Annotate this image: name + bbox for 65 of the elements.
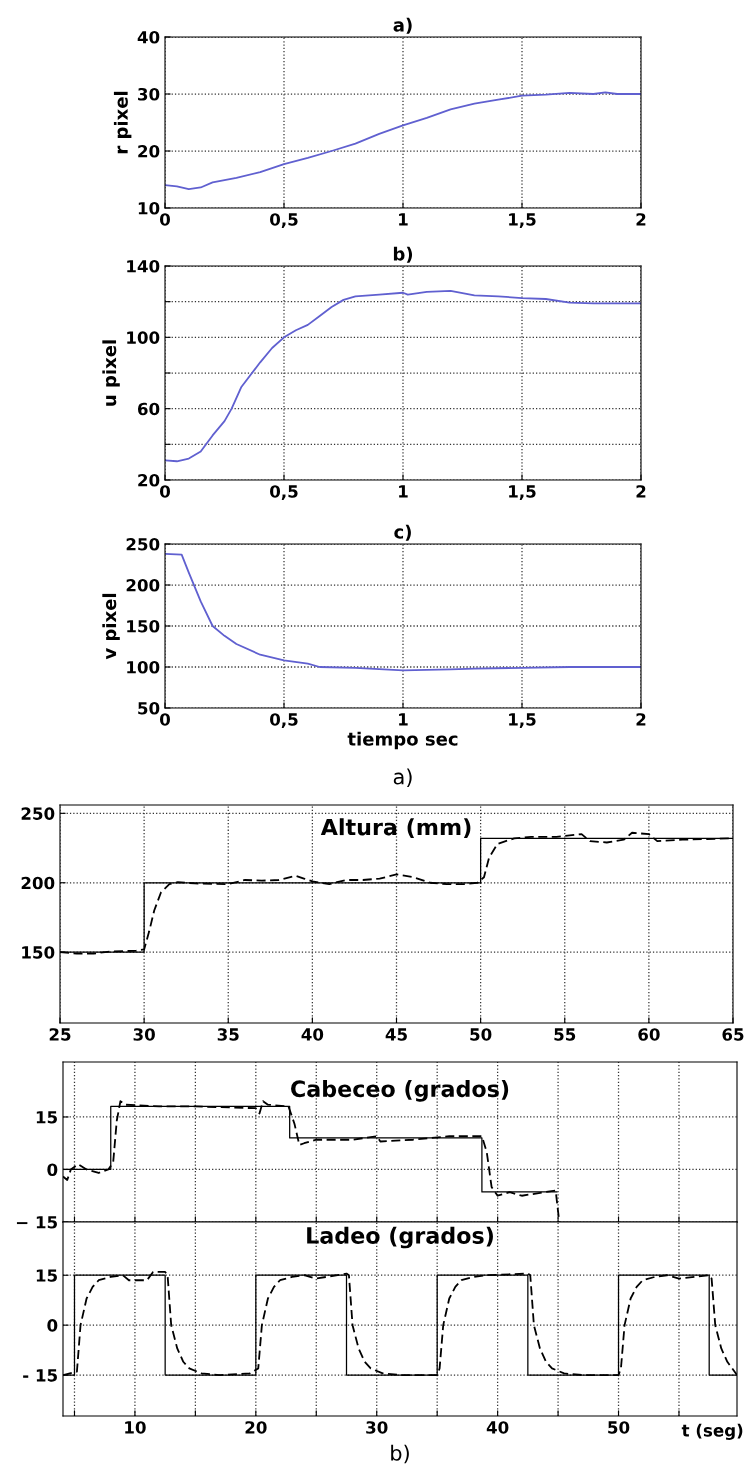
y-tick-label: 150 [22, 946, 55, 959]
x-tick-label: 65 [722, 1028, 744, 1041]
y-axis-title: r pixel [113, 91, 132, 154]
x-tick-label: 60 [638, 1028, 660, 1041]
y-tick-label: 10 [138, 201, 160, 215]
y-tick-label: 60 [137, 402, 160, 416]
y-tick-label: 100 [127, 660, 160, 674]
y-tick-label: 20 [138, 473, 160, 487]
x-tick-label: 45 [385, 1028, 407, 1041]
x-tick-label: 25 [49, 1028, 71, 1041]
y-tick-label: 200 [21, 876, 55, 890]
y-tick-label: 0 [47, 1319, 58, 1332]
chart-title: a) [393, 17, 412, 34]
x-tick-label: 2 [636, 485, 646, 498]
y-tick-label: 0 [47, 1163, 58, 1177]
x-tick-label: 0 [160, 213, 170, 226]
x-tick-label: 0,5 [270, 485, 298, 500]
x-tick-label: 0,5 [270, 713, 298, 728]
y-tick-label: 30 [138, 87, 160, 101]
y-tick-label: 100 [127, 331, 160, 344]
y-tick-label: 140 [127, 259, 160, 273]
y-tick-label: 200 [126, 578, 160, 592]
x-tick-label: 1,5 [509, 713, 536, 728]
line-series [165, 290, 641, 463]
x-axis-title: tiempo sec [347, 731, 458, 750]
chart-title: c) [394, 524, 411, 541]
y-tick-label: - 15 [23, 1369, 57, 1382]
text: Altura (mm) [320, 818, 471, 839]
y-tick-label: − 15 [16, 1216, 57, 1229]
y-tick-label: 150 [127, 619, 160, 633]
x-tick-label: 55 [554, 1028, 576, 1041]
x-tick-label: 0,5 [270, 213, 298, 228]
y-tick-label: 50 [138, 701, 160, 715]
x-tick-label: 1 [399, 213, 408, 226]
line-series [165, 552, 641, 672]
y-tick-label: 15 [36, 1111, 57, 1124]
x-tick-label: 0 [160, 485, 170, 498]
x-tick-label: 1,5 [509, 213, 536, 228]
chart-title: b) [393, 246, 413, 263]
x-tick-label: 35 [217, 1028, 239, 1041]
x-axis-title: t (seg) [681, 1423, 743, 1440]
x-tick-label: 30 [366, 1421, 388, 1434]
y-axis-title: u pixel [102, 340, 120, 406]
y-tick-label: 15 [36, 1269, 57, 1282]
x-tick-label: 2 [636, 213, 646, 226]
y-tick-label: 250 [126, 537, 160, 551]
x-tick-label: 1 [399, 485, 408, 498]
text: b) [391, 1444, 409, 1464]
x-tick-label: 40 [301, 1028, 324, 1041]
x-tick-label: 1,5 [509, 485, 536, 500]
x-tick-label: 0 [160, 713, 170, 726]
text: Cabeceo (grados) [291, 1079, 509, 1102]
x-tick-label: 2 [636, 713, 646, 726]
chart-title: Ladeo (grados) [307, 1226, 493, 1249]
x-tick-label: 50 [608, 1421, 630, 1434]
x-tick-label: 40 [486, 1421, 509, 1434]
x-tick-label: 20 [245, 1421, 267, 1434]
text: a) [393, 768, 412, 788]
y-tick-label: 250 [21, 807, 55, 820]
x-tick-label: 1 [399, 713, 408, 726]
line-series [165, 91, 641, 191]
y-tick-label: 40 [137, 30, 160, 44]
y-axis-title: v pixel [102, 593, 120, 660]
y-tick-label: 20 [138, 144, 160, 158]
x-tick-label: 50 [470, 1028, 492, 1041]
